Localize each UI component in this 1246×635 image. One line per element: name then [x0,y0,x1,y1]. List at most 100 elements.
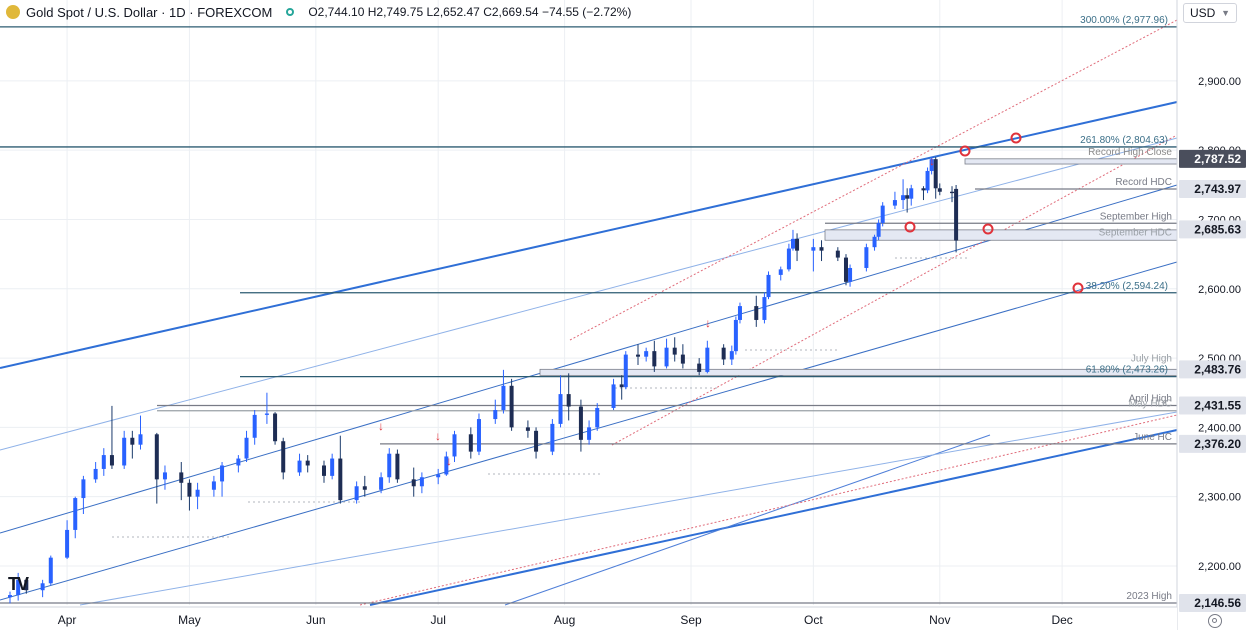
down-arrow-icon: ↓ [435,429,441,443]
candle-body [876,222,881,237]
candle-body [762,297,767,320]
candle-body [950,191,955,194]
candle-body [795,238,800,251]
candle-body [24,579,29,591]
candle-body [595,407,600,428]
level-band [539,368,1178,376]
candle-body [705,347,710,372]
ohlc-open: O2,744.10 [308,5,365,19]
candle-body [195,489,200,497]
time-tick-label: Apr [58,613,77,627]
symbol-title[interactable]: Gold Spot / U.S. Dollar · 1D · FOREXCOM [26,4,273,20]
channel-line [0,137,1178,451]
price-badge-label: 2,146.56 [1194,596,1241,610]
candle-body [122,437,127,466]
candle-body [65,529,70,558]
candle-body [525,427,530,431]
time-tick-label: Oct [804,613,823,627]
price-badge-label: 2,787.52 [1194,152,1241,166]
candle-body [901,195,906,201]
price-badge-label: 2,685.63 [1194,222,1241,236]
down-arrow-icon: ↓ [705,316,711,330]
pivot-circle-icon [1072,282,1084,294]
candle-body [411,479,416,487]
candle-body [534,430,539,452]
candle-body [419,477,424,487]
candle-body [664,347,669,367]
candle-body [387,453,392,478]
candle-body [766,274,771,298]
candle-body [264,413,269,415]
candle-body [330,458,335,476]
candle-body [905,195,910,199]
level-label: April High [1129,394,1172,405]
candle-body [436,474,441,478]
candle-body [468,434,473,452]
level-label: September High [1100,211,1172,222]
candle-body [786,248,791,270]
candle-body [130,437,135,445]
candle-body [790,238,795,249]
channel-line [611,134,1178,446]
price-badge [1179,434,1246,453]
candle-body [40,583,45,591]
level-label: Record High Close [1088,147,1172,158]
candle-body [220,465,225,482]
candle-body [644,351,649,357]
time-tick-label: Nov [929,613,950,627]
ohlc-low: L2,652.47 [426,5,480,19]
candle-body [680,354,685,364]
candle-body [236,458,241,466]
time-tick-label: Aug [554,613,575,627]
candle-body [892,200,897,206]
candle-body [297,460,302,473]
candle-body [578,406,583,440]
candle-body [81,479,86,499]
down-arrow-icon: ↓ [929,154,935,168]
price-badge-label: 2,743.97 [1194,182,1241,196]
ohlc-high: H2,749.75 [367,5,424,19]
candle-body [452,434,457,457]
ohlc-readout: O2,744.10 H2,749.75 L2,652.47 C2,669.54 … [308,5,631,19]
candle-body [379,477,384,490]
gear-icon[interactable] [1208,614,1222,628]
price-badge [1179,149,1246,168]
price-tick-label: 2,400.00 [1198,422,1241,434]
candle-body [444,456,449,475]
candle-body [509,385,514,428]
candle-body [835,250,840,258]
candle-body [395,453,400,480]
candle-body [937,188,942,192]
price-badge-label: 2,431.55 [1194,399,1241,413]
candle-body [566,394,571,407]
candle-body [48,557,53,584]
channel-line [369,429,1178,606]
candle-body [811,247,816,251]
level-label: June HC [1133,432,1172,443]
price-badge [1179,360,1246,379]
time-tick-label: Dec [1051,613,1072,627]
price-tick-label: 2,300.00 [1198,492,1241,504]
level-label: 300.00% (2,977.96) [1080,15,1168,26]
candle-body [550,423,555,452]
down-arrow-icon: ↓ [446,454,452,468]
level-label: 261.80% (2,804.63) [1080,135,1168,146]
candle-body [729,351,734,360]
candle-body [476,419,481,452]
price-badge [1179,396,1246,415]
candle-body [623,354,628,388]
price-tick-label: 2,600.00 [1198,284,1241,296]
price-badge [1179,594,1246,612]
candle-body [252,414,257,438]
candle-body [362,486,367,490]
candle-body [933,159,938,189]
candle-body [493,410,498,420]
candle-body [73,498,78,530]
candle-body [244,437,249,459]
chart-header: Gold Spot / U.S. Dollar · 1D · FOREXCOM … [0,0,631,24]
candle-body [652,351,657,367]
candle-body [672,347,677,355]
currency-selector[interactable]: USD ▼ [1183,3,1237,23]
price-badge [1179,179,1246,198]
